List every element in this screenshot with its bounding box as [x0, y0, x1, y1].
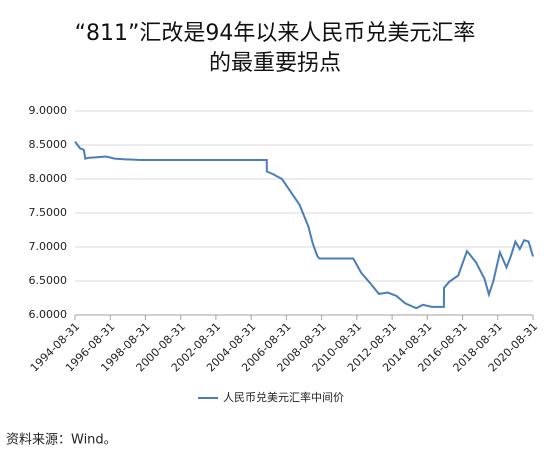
data-line [74, 140, 534, 310]
y-tick-label: 6.0000 [29, 308, 68, 321]
y-tick-label: 8.5000 [29, 138, 68, 151]
y-tick-label: 9.0000 [29, 104, 68, 117]
source-note: 资料来源：Wind。 [6, 433, 117, 448]
y-tick-label: 7.5000 [29, 206, 68, 219]
y-tick-label: 7.0000 [29, 240, 68, 253]
chart-title: 的最重要拐点 [209, 51, 341, 76]
chart-title: “811”汇改是94年以来人民币兑美元汇率 [75, 21, 476, 46]
legend-label: 人民币兑美元汇率中间价 [223, 390, 344, 404]
y-tick-label: 8.0000 [29, 172, 68, 185]
y-tick-label: 6.5000 [29, 274, 68, 287]
